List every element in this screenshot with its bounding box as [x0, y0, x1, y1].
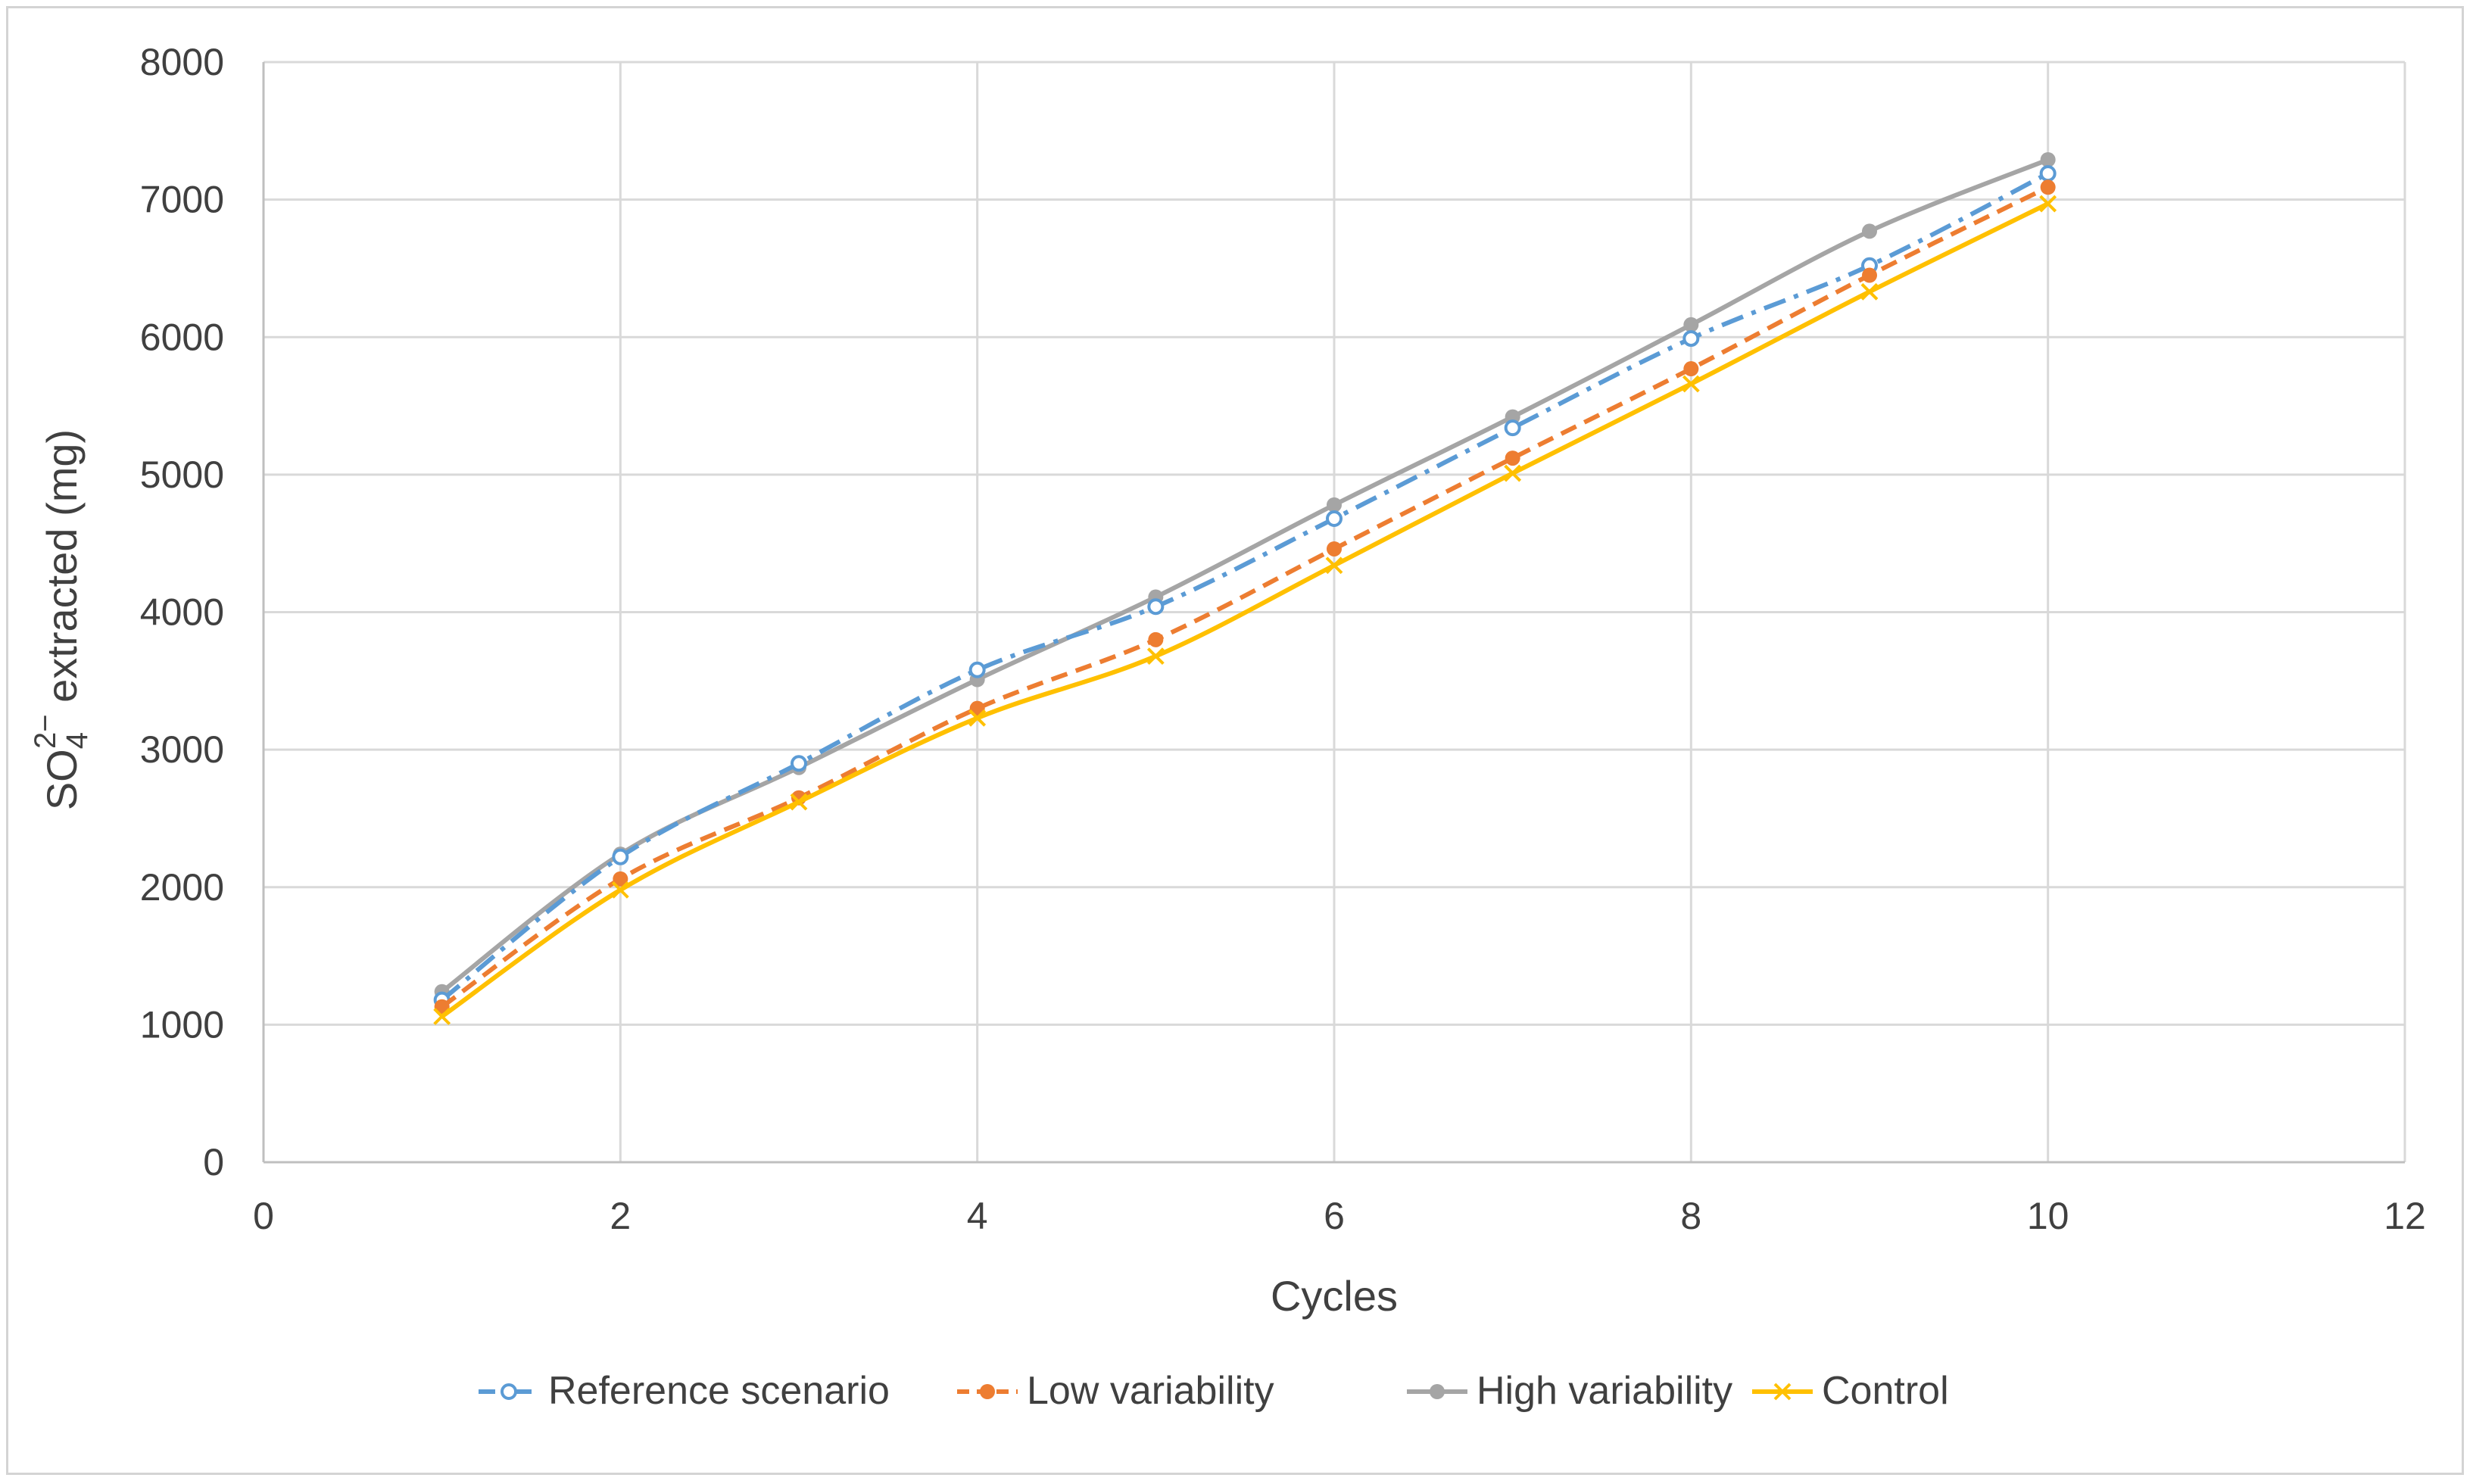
y-axis-title-superscript: 2−: [29, 714, 62, 749]
x-tick-label: 12: [2384, 1195, 2426, 1237]
data-point-reference-scenario: [2039, 165, 2057, 182]
data-point-control: [1682, 375, 1700, 393]
data-point-low-variability: [1505, 450, 1520, 466]
series-high-variability: [434, 151, 2056, 999]
legend-item-control: Control: [1752, 1369, 1949, 1413]
data-point-low-variability: [1148, 631, 1164, 647]
series-line-control: [440, 201, 2049, 1018]
legend-label-low-variability: Low variability: [1027, 1369, 1274, 1413]
data-point-reference-scenario: [1326, 510, 1343, 527]
x-tick-label: 0: [253, 1195, 274, 1237]
legend-item-high-variability: High variability: [1407, 1369, 1732, 1413]
y-tick-label: 5000: [140, 454, 224, 496]
data-point-low-variability: [613, 871, 628, 887]
x-tick-label: 4: [967, 1195, 988, 1237]
y-tick-label: 2000: [140, 866, 224, 909]
y-axis-title-rest: extracted (mg): [38, 429, 86, 715]
x-tick-label: 8: [1680, 1195, 1701, 1237]
data-point-control: [1504, 464, 1522, 482]
data-point-control: [1146, 647, 1165, 666]
data-point-low-variability: [2040, 179, 2056, 195]
axes: [262, 62, 2405, 1164]
data-series: [433, 151, 2057, 1025]
data-point-high-variability: [2040, 151, 2056, 167]
data-point-low-variability: [1683, 361, 1699, 377]
data-point-low-variability: [1327, 541, 1342, 556]
legend-item-low-variability: Low variability: [957, 1369, 1274, 1413]
series-line-high-variability: [440, 157, 2049, 994]
y-axis-title-base: SO: [38, 749, 86, 810]
legend-marker-control: [1773, 1383, 1792, 1401]
y-tick-label: 6000: [140, 316, 224, 358]
y-tick-label: 0: [203, 1141, 224, 1183]
legend-label-reference-scenario: Reference scenario: [548, 1369, 890, 1413]
y-axis-title-subscript: 4: [61, 732, 94, 749]
series-line-reference-scenario: [440, 171, 2050, 1002]
legend-marker-reference-scenario: [501, 1383, 517, 1400]
data-point-control: [611, 881, 629, 899]
x-tick-label: 6: [1324, 1195, 1345, 1237]
y-axis-title: SO42− extracted (mg): [29, 429, 94, 810]
series-control: [433, 195, 2057, 1025]
data-point-control: [2039, 195, 2057, 213]
data-point-reference-scenario: [791, 755, 807, 772]
x-tick-label: 2: [610, 1195, 631, 1237]
legend: Reference scenario Low variability High va…: [479, 1369, 1949, 1413]
y-tick-label: 8000: [140, 41, 224, 83]
series-line-low-variability: [440, 185, 2049, 1009]
legend-marker-high-variability: [1430, 1384, 1445, 1399]
data-point-reference-scenario: [1504, 419, 1521, 437]
legend-label-control: Control: [1822, 1369, 1949, 1413]
y-tick-label: 7000: [140, 179, 224, 221]
data-point-reference-scenario: [612, 848, 629, 865]
data-point-control: [790, 793, 808, 811]
line-chart: 0 1000 2000 3000 4000 5000 6000 7000 8000 0 2 4 6 8 10…: [29, 41, 2426, 1413]
legend-marker-low-variability: [980, 1384, 995, 1399]
data-point-control: [968, 709, 987, 727]
data-point-high-variability: [1327, 497, 1342, 513]
y-tick-label: 3000: [140, 728, 224, 771]
chart-frame: 0 1000 2000 3000 4000 5000 6000 7000 8000 0 2 4 6 8 10…: [6, 6, 2464, 1475]
gridlines: [262, 61, 2406, 1164]
series-low-variability: [434, 179, 2056, 1015]
data-point-high-variability: [1683, 316, 1699, 332]
data-point-control: [1860, 282, 1879, 301]
tick-labels: 0 1000 2000 3000 4000 5000 6000 7000 8000 0 2 4 6 8 10…: [140, 41, 2426, 1237]
data-point-high-variability: [1862, 223, 1877, 239]
data-point-control: [1325, 556, 1343, 575]
data-point-low-variability: [1862, 267, 1877, 283]
x-tick-label: 10: [2027, 1195, 2069, 1237]
series-reference-scenario: [433, 165, 2057, 1009]
y-tick-label: 1000: [140, 1003, 224, 1046]
y-tick-label: 4000: [140, 591, 224, 634]
data-point-control: [433, 1008, 451, 1025]
x-axis-title: Cycles: [1271, 1272, 1398, 1320]
data-point-reference-scenario: [1682, 330, 1700, 348]
legend-item-reference-scenario: Reference scenario: [479, 1369, 890, 1413]
legend-label-high-variability: High variability: [1477, 1369, 1732, 1413]
data-point-reference-scenario: [968, 661, 986, 678]
data-point-reference-scenario: [1147, 598, 1165, 616]
